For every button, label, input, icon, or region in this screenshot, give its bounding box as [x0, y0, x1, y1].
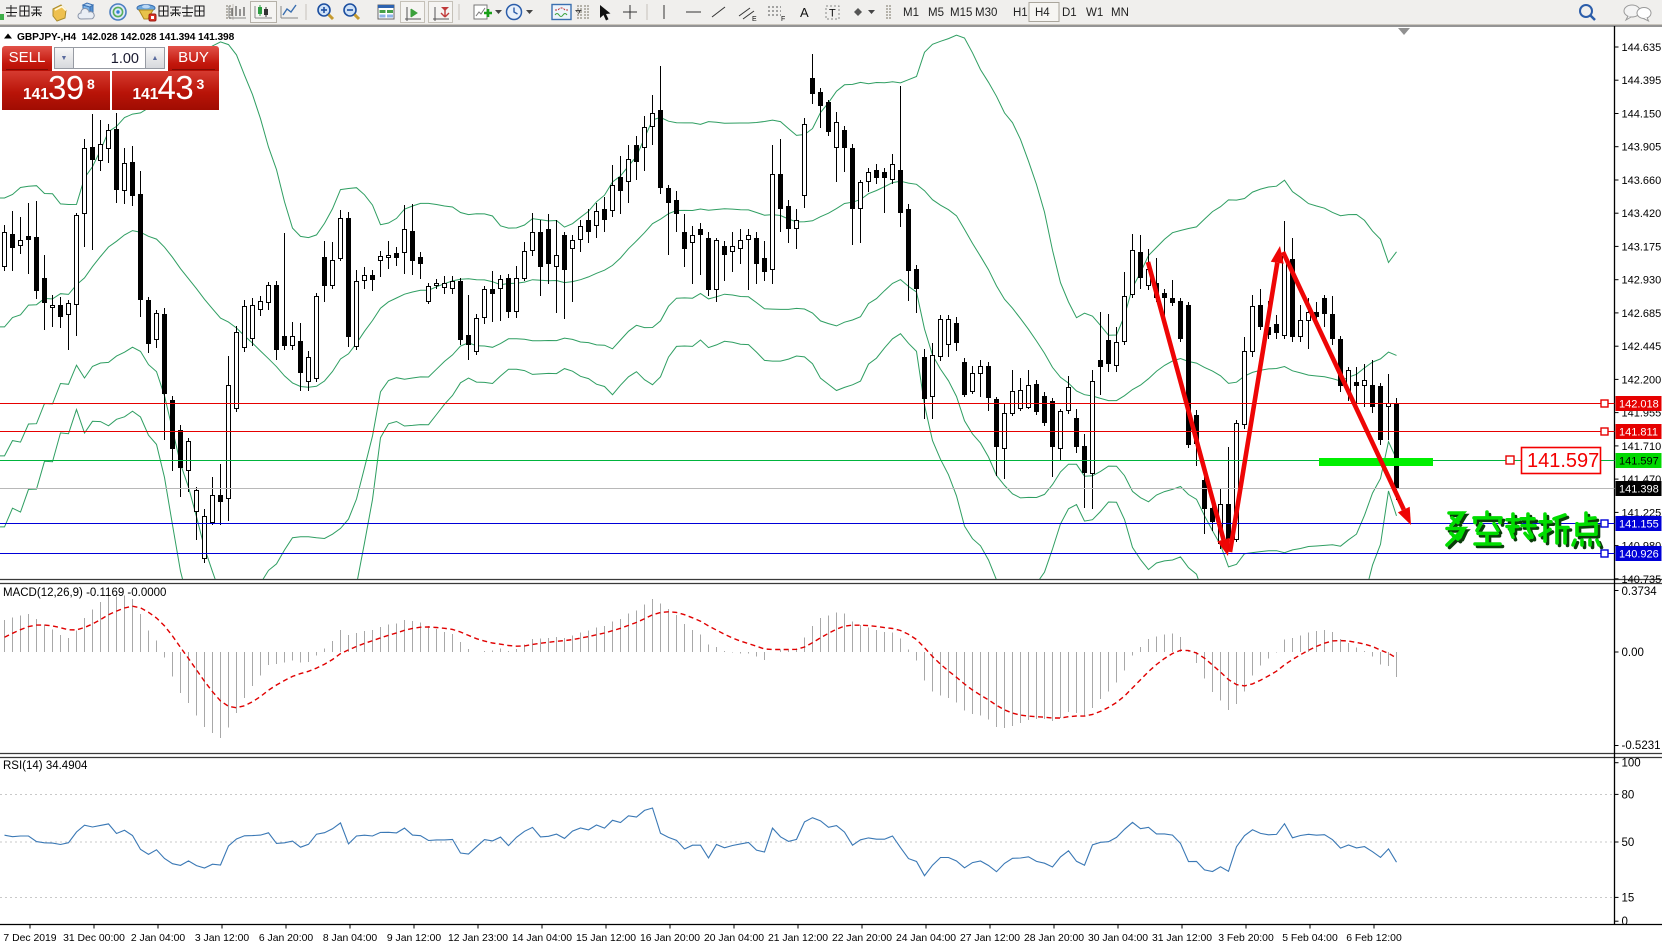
svg-text:8 Jan 04:00: 8 Jan 04:00: [323, 933, 378, 944]
svg-text:15: 15: [1622, 892, 1635, 904]
svg-text:30 Jan 04:00: 30 Jan 04:00: [1088, 933, 1148, 944]
svg-text:15 Jan 12:00: 15 Jan 12:00: [576, 933, 636, 944]
svg-text:F: F: [781, 16, 785, 23]
svg-text:100: 100: [1622, 758, 1641, 770]
svg-text:143.660: 143.660: [1622, 175, 1662, 187]
svg-text:50: 50: [1622, 837, 1635, 849]
svg-text:W1: W1: [1086, 7, 1103, 19]
svg-text:24 Jan 04:00: 24 Jan 04:00: [896, 933, 956, 944]
svg-text:2 Jan 04:00: 2 Jan 04:00: [131, 933, 186, 944]
svg-text:0.00: 0.00: [1622, 647, 1644, 659]
svg-text:MACD(12,26,9) -0.1169 -0.0000: MACD(12,26,9) -0.1169 -0.0000: [3, 587, 166, 599]
svg-text:A: A: [800, 5, 809, 20]
svg-text:-0.5231: -0.5231: [1622, 740, 1661, 752]
svg-text:M15: M15: [950, 7, 972, 19]
svg-text:M1: M1: [903, 7, 919, 19]
svg-text:140.735: 140.735: [1622, 574, 1662, 586]
svg-text:31 Jan 12:00: 31 Jan 12:00: [1152, 933, 1212, 944]
svg-text:20 Jan 04:00: 20 Jan 04:00: [704, 933, 764, 944]
svg-text:16 Jan 20:00: 16 Jan 20:00: [640, 933, 700, 944]
svg-text:141.811: 141.811: [1619, 427, 1658, 439]
svg-text:RSI(14) 34.4904: RSI(14) 34.4904: [3, 760, 88, 772]
svg-text:T: T: [829, 8, 836, 20]
svg-text:142.200: 142.200: [1622, 374, 1662, 386]
svg-text:H1: H1: [1013, 7, 1028, 19]
svg-text:M5: M5: [928, 7, 944, 19]
svg-text:143.420: 143.420: [1622, 208, 1662, 220]
svg-text:0.3734: 0.3734: [1622, 586, 1658, 598]
svg-text:142.018: 142.018: [1619, 399, 1659, 411]
svg-text:144.635: 144.635: [1622, 42, 1662, 54]
svg-text:144.395: 144.395: [1622, 75, 1662, 87]
svg-text:GBPJPY-,H4 142.028 142.028 14: GBPJPY-,H4 142.028 142.028 141.394 141.3…: [17, 32, 235, 43]
svg-text:9 Jan 12:00: 9 Jan 12:00: [387, 933, 442, 944]
svg-text:E: E: [752, 16, 757, 23]
svg-text:143.905: 143.905: [1622, 142, 1662, 154]
svg-text:H4: H4: [1035, 7, 1050, 19]
svg-text:80: 80: [1622, 789, 1635, 801]
svg-text:D1: D1: [1062, 7, 1077, 19]
svg-text:28 Jan 20:00: 28 Jan 20:00: [1024, 933, 1084, 944]
svg-text:6 Jan 20:00: 6 Jan 20:00: [259, 933, 314, 944]
svg-text:27 Jan 12:00: 27 Jan 12:00: [960, 933, 1020, 944]
svg-text:141.398: 141.398: [1619, 484, 1659, 496]
svg-text:143.175: 143.175: [1622, 241, 1662, 253]
svg-text:3 Jan 12:00: 3 Jan 12:00: [195, 933, 250, 944]
svg-text:140.926: 140.926: [1619, 549, 1659, 561]
svg-text:MN: MN: [1111, 7, 1129, 19]
svg-text:M30: M30: [975, 7, 997, 19]
svg-text:14 Jan 04:00: 14 Jan 04:00: [512, 933, 572, 944]
svg-text:12 Jan 23:00: 12 Jan 23:00: [448, 933, 508, 944]
svg-text:142.445: 142.445: [1622, 341, 1662, 353]
svg-text:142.685: 142.685: [1622, 308, 1662, 320]
svg-text:141.710: 141.710: [1622, 441, 1662, 453]
svg-text:144.150: 144.150: [1622, 109, 1662, 121]
svg-text:31 Dec 00:00: 31 Dec 00:00: [63, 933, 125, 944]
svg-text:5 Feb 04:00: 5 Feb 04:00: [1282, 933, 1338, 944]
svg-text:7 Dec 2019: 7 Dec 2019: [3, 933, 56, 944]
svg-text:0: 0: [1622, 916, 1628, 928]
svg-text:21 Jan 12:00: 21 Jan 12:00: [768, 933, 828, 944]
svg-text:6 Feb 12:00: 6 Feb 12:00: [1346, 933, 1402, 944]
svg-text:141.597: 141.597: [1619, 456, 1659, 468]
svg-text:3 Feb 20:00: 3 Feb 20:00: [1218, 933, 1274, 944]
svg-text:141.597: 141.597: [1527, 450, 1599, 472]
svg-text:141.155: 141.155: [1619, 519, 1659, 531]
svg-text:142.930: 142.930: [1622, 275, 1662, 287]
svg-text:22 Jan 20:00: 22 Jan 20:00: [832, 933, 892, 944]
